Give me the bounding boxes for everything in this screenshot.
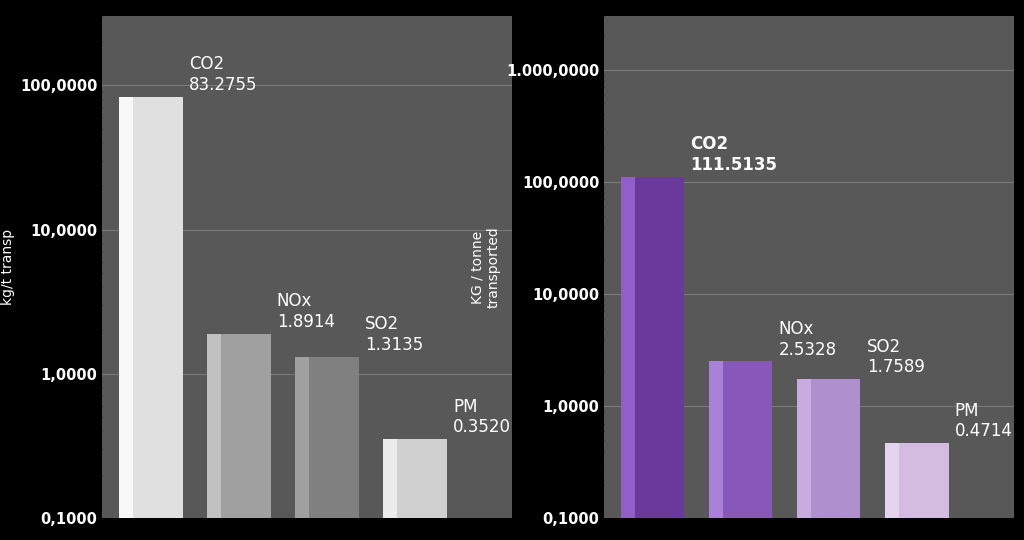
Bar: [709, 361, 772, 540]
Bar: [621, 177, 635, 540]
Bar: [885, 443, 899, 540]
Bar: [383, 440, 446, 540]
Bar: [119, 97, 133, 540]
Bar: [119, 97, 182, 540]
Text: CO2
111.5135: CO2 111.5135: [690, 136, 777, 174]
Bar: [383, 440, 397, 540]
Text: NOx
1.8914: NOx 1.8914: [276, 292, 335, 331]
Bar: [295, 357, 358, 540]
Y-axis label: kg/t transp: kg/t transp: [1, 230, 14, 305]
Text: SO2
1.7589: SO2 1.7589: [866, 338, 925, 376]
Text: PM
0.4714: PM 0.4714: [954, 402, 1013, 441]
Text: SO2
1.3135: SO2 1.3135: [365, 315, 423, 354]
Text: NOx
2.5328: NOx 2.5328: [778, 320, 837, 359]
Bar: [207, 334, 270, 540]
Bar: [709, 361, 723, 540]
Bar: [621, 177, 684, 540]
Bar: [797, 379, 860, 540]
Y-axis label: KG / tonne
transported: KG / tonne transported: [470, 226, 501, 308]
Text: CO2
83.2755: CO2 83.2755: [188, 55, 257, 93]
Bar: [797, 379, 811, 540]
Bar: [885, 443, 948, 540]
Bar: [295, 357, 309, 540]
Bar: [207, 334, 221, 540]
Text: PM
0.3520: PM 0.3520: [453, 397, 511, 436]
